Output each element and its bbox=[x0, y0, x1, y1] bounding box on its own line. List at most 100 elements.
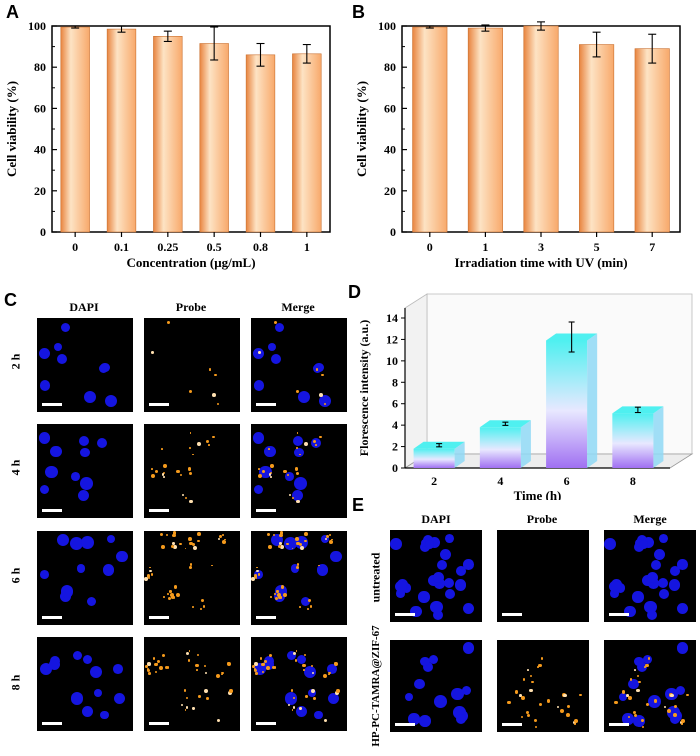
nucleus bbox=[650, 559, 662, 571]
probe-signal bbox=[276, 590, 279, 593]
probe-signal bbox=[292, 652, 296, 656]
nucleus bbox=[456, 713, 467, 725]
probe-signal bbox=[184, 708, 187, 711]
c-image-6h-dapi bbox=[37, 531, 133, 625]
bar-0 bbox=[412, 26, 448, 233]
probe-signal bbox=[527, 668, 530, 671]
probe-signal bbox=[645, 663, 649, 668]
probe-signal bbox=[529, 688, 533, 693]
y-tick-label: 40 bbox=[34, 143, 46, 157]
x-tick-label: 0 bbox=[72, 240, 78, 254]
probe-signal bbox=[154, 662, 158, 666]
nucleus bbox=[82, 654, 93, 664]
y-tick-label: 8 bbox=[392, 375, 398, 389]
nucleus bbox=[670, 713, 681, 725]
panel-letter-a: A bbox=[6, 2, 19, 22]
nucleus bbox=[38, 347, 50, 359]
y-tick-label: 6 bbox=[392, 397, 398, 411]
nucleus bbox=[414, 678, 425, 689]
probe-signal bbox=[154, 670, 158, 674]
chart-b: 0 20 40 60 80 100 0 1 3 5 7 Irradiation time with U… bbox=[354, 19, 681, 270]
nucleus bbox=[642, 655, 652, 665]
probe-signal bbox=[628, 715, 631, 719]
probe-signal bbox=[254, 662, 258, 666]
probe-signal bbox=[256, 566, 259, 569]
probe-signal bbox=[560, 709, 565, 714]
nucleus bbox=[295, 706, 308, 718]
e-image-row1-dapi bbox=[390, 530, 482, 622]
x-tick-label: 1 bbox=[304, 240, 310, 254]
probe-signal bbox=[221, 673, 223, 676]
nucleus bbox=[445, 534, 455, 544]
probe-signal bbox=[628, 696, 632, 701]
y-tick-label: 80 bbox=[34, 60, 46, 74]
nucleus bbox=[633, 715, 645, 727]
x-tick-label: 4 bbox=[497, 474, 503, 488]
x-axis-label: Irradiation time with UV (min) bbox=[454, 255, 627, 270]
probe-signal bbox=[163, 476, 165, 478]
probe-signal bbox=[288, 493, 291, 497]
probe-signal bbox=[189, 566, 193, 569]
probe-signal bbox=[191, 606, 194, 609]
nucleus bbox=[48, 659, 60, 671]
nucleus bbox=[301, 597, 311, 607]
probe-signal bbox=[268, 448, 270, 450]
nucleus bbox=[290, 564, 300, 573]
nucleus bbox=[463, 559, 474, 571]
probe-signal bbox=[208, 368, 211, 371]
probe-signal bbox=[315, 444, 317, 446]
probe-signal bbox=[188, 471, 192, 475]
probe-signal bbox=[262, 470, 266, 474]
probe-signal bbox=[171, 544, 174, 548]
probe-signal bbox=[324, 403, 327, 406]
probe-signal bbox=[295, 650, 298, 652]
c-image-4h-merge bbox=[251, 424, 347, 518]
nucleus bbox=[285, 471, 294, 481]
nucleus bbox=[609, 580, 621, 593]
scale-bar bbox=[256, 509, 276, 512]
probe-signal bbox=[644, 666, 647, 668]
y-tick-label: 40 bbox=[384, 143, 396, 157]
c-image-2h-probe bbox=[144, 318, 240, 412]
probe-signal bbox=[151, 351, 155, 355]
probe-signal bbox=[292, 697, 295, 700]
probe-signal bbox=[187, 467, 192, 471]
nucleus bbox=[462, 603, 474, 615]
probe-signal bbox=[686, 693, 689, 697]
probe-signal bbox=[185, 705, 189, 709]
c-row-6h: 6 h bbox=[8, 567, 23, 584]
probe-signal bbox=[579, 693, 582, 697]
nucleus bbox=[79, 435, 90, 446]
nucleus bbox=[454, 579, 467, 591]
probe-signal bbox=[155, 664, 158, 667]
nucleus bbox=[73, 650, 83, 660]
e-col-merge: Merge bbox=[633, 512, 667, 526]
nucleus bbox=[76, 564, 86, 573]
scale-bar bbox=[395, 613, 415, 616]
probe-signal bbox=[149, 566, 152, 569]
nucleus bbox=[646, 609, 657, 620]
probe-signal bbox=[222, 533, 225, 536]
probe-signal bbox=[296, 541, 300, 546]
scale-bar bbox=[149, 722, 169, 725]
probe-signal bbox=[641, 718, 645, 722]
nucleus bbox=[429, 536, 440, 548]
nucleus bbox=[284, 692, 298, 705]
x-axis-label: Concentration (μg/mL) bbox=[126, 255, 255, 270]
e-col-probe: Probe bbox=[526, 512, 558, 526]
nucleus bbox=[659, 534, 669, 544]
scale-bar bbox=[502, 723, 522, 726]
probe-signal bbox=[269, 654, 273, 658]
probe-signal bbox=[538, 663, 542, 668]
y-tick-label: 100 bbox=[28, 19, 46, 33]
nucleus bbox=[327, 692, 339, 704]
nucleus bbox=[262, 659, 274, 671]
probe-signal bbox=[170, 593, 175, 598]
probe-signal bbox=[195, 669, 198, 671]
nucleus bbox=[53, 342, 63, 352]
probe-signal bbox=[214, 373, 218, 377]
probe-signal bbox=[173, 545, 177, 549]
nucleus bbox=[87, 597, 97, 607]
probe-signal bbox=[202, 605, 206, 608]
probe-signal bbox=[304, 695, 308, 698]
